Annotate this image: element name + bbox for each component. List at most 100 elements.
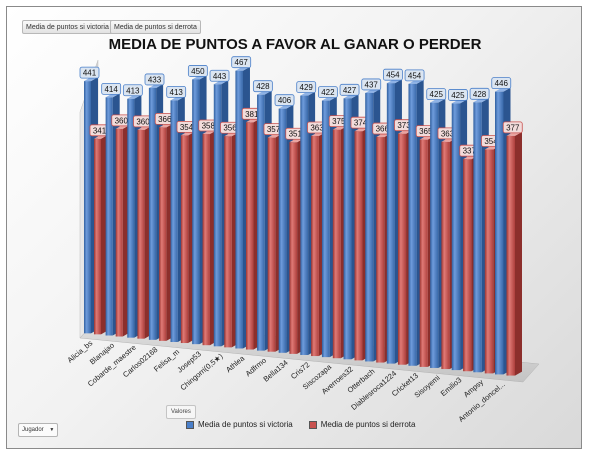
victoria-bar-10 xyxy=(300,95,309,355)
values-field-button[interactable]: Valores xyxy=(166,405,196,419)
victoria-data-label-0: 441 xyxy=(83,69,97,78)
victoria-label-box-19 xyxy=(491,77,512,90)
victoria-bar-1 xyxy=(105,97,113,336)
victoria-data-label-13: 437 xyxy=(365,80,379,89)
victoria-data-label-11: 422 xyxy=(321,88,335,97)
victoria-bar-13 xyxy=(365,92,374,362)
derrota-bar-8 xyxy=(267,137,276,352)
derrota-bar-1 xyxy=(115,128,123,337)
victoria-data-label-7: 467 xyxy=(235,58,249,67)
derrota-data-label-4: 354 xyxy=(180,123,194,132)
victoria-bar-0 xyxy=(84,81,91,334)
victoria-data-label-2: 413 xyxy=(126,86,140,95)
victoria-bar-6 xyxy=(213,84,222,347)
derrota-bar-7 xyxy=(245,122,254,350)
derrota-data-label-18: 354 xyxy=(484,137,498,146)
derrota-data-label-2: 360 xyxy=(136,117,150,126)
jugador-label: Jugador xyxy=(22,427,44,433)
victoria-bar-16 xyxy=(430,102,439,368)
derrota-bar-11 xyxy=(332,129,341,359)
victoria-label-box-7 xyxy=(231,56,252,69)
derrota-data-label-16: 363 xyxy=(441,129,455,138)
victoria-label-box-12 xyxy=(339,83,360,96)
derrota-data-label-13: 366 xyxy=(376,125,390,134)
victoria-label-box-2 xyxy=(122,84,143,97)
victoria-bar-9 xyxy=(278,108,287,353)
victoria-label-box-10 xyxy=(296,81,317,93)
victoria-bar-4 xyxy=(170,100,178,342)
derrota-data-label-0: 341 xyxy=(93,126,107,135)
victoria-bar-12 xyxy=(343,98,352,360)
derrota-bar-9 xyxy=(289,142,298,354)
derrota-data-label-15: 365 xyxy=(419,127,433,136)
victoria-label-box-18 xyxy=(469,87,490,100)
victoria-data-label-5: 450 xyxy=(191,67,205,76)
derrota-bar-side-19 xyxy=(515,131,522,376)
victoria-bar-11 xyxy=(321,100,330,358)
derrota-label-box-19 xyxy=(502,121,523,134)
victoria-bar-17 xyxy=(451,103,461,371)
victoria-label-box-1 xyxy=(101,82,122,95)
victoria-label-box-14 xyxy=(382,68,403,81)
victoria-bar-8 xyxy=(257,94,265,351)
victoria-label-box-4 xyxy=(166,85,187,98)
derrota-data-label-3: 366 xyxy=(158,115,172,124)
category-label-17: Emilio3 xyxy=(439,375,464,398)
victoria-data-label-19: 446 xyxy=(495,79,509,88)
victoria-data-label-6: 443 xyxy=(213,72,227,81)
victoria-label-box-0 xyxy=(79,66,100,79)
category-label-6: Chingorri(0,5★) xyxy=(178,351,224,392)
victoria-bar-18 xyxy=(473,102,482,373)
derrota-data-label-9: 351 xyxy=(289,130,303,139)
victoria-label-box-11 xyxy=(317,86,338,99)
derrota-bar-15 xyxy=(419,139,428,367)
victoria-label-box-9 xyxy=(274,94,295,107)
derrota-bar-12 xyxy=(354,131,363,361)
victoria-data-label-4: 413 xyxy=(170,88,184,97)
victoria-label-box-8 xyxy=(252,80,273,93)
derrota-bar-6 xyxy=(224,136,232,348)
derrota-data-label-19: 377 xyxy=(506,123,520,132)
legend-swatch-derrota xyxy=(308,420,317,429)
victoria-label-box-13 xyxy=(361,78,382,91)
victoria-data-label-8: 428 xyxy=(256,82,270,91)
legend-label-derrota: Media de puntos si derrota xyxy=(320,420,416,429)
victoria-bar-15 xyxy=(408,83,417,366)
victoria-data-label-12: 427 xyxy=(343,86,357,95)
jugador-filter-button[interactable]: Jugador ▼ xyxy=(18,423,59,437)
derrota-data-label-8: 357 xyxy=(267,125,281,134)
derrota-bar-14 xyxy=(397,133,407,365)
chart-legend: Media de puntos si victoria Media de pun… xyxy=(186,420,415,429)
derrota-data-label-12: 374 xyxy=(354,119,368,128)
derrota-bar-3 xyxy=(159,127,167,341)
derrota-data-label-5: 358 xyxy=(202,122,216,131)
victoria-data-label-1: 414 xyxy=(104,85,118,94)
derrota-data-label-10: 363 xyxy=(310,123,324,132)
derrota-data-label-17: 337 xyxy=(463,147,477,156)
victoria-bar-7 xyxy=(235,70,243,349)
victoria-data-label-15: 454 xyxy=(408,71,422,80)
filter-tab-derrota[interactable]: Media de puntos si derrota xyxy=(110,20,201,34)
derrota-bar-16 xyxy=(441,141,450,370)
victoria-data-label-9: 406 xyxy=(278,96,292,105)
victoria-data-label-17: 425 xyxy=(451,91,465,100)
victoria-bar-3 xyxy=(148,87,157,340)
victoria-bar-19 xyxy=(495,91,504,375)
derrota-bar-5 xyxy=(202,134,210,346)
legend-swatch-victoria xyxy=(186,420,194,429)
victoria-data-label-3: 433 xyxy=(148,75,162,84)
victoria-bar-14 xyxy=(386,83,395,364)
derrota-bar-2 xyxy=(137,129,145,339)
victoria-label-box-5 xyxy=(187,65,208,77)
derrota-bar-10 xyxy=(311,135,319,357)
victoria-label-box-16 xyxy=(426,88,447,101)
dropdown-arrow-icon: ▼ xyxy=(49,427,55,433)
victoria-label-box-15 xyxy=(404,69,425,82)
derrota-data-label-14: 373 xyxy=(397,121,411,130)
victoria-bar-5 xyxy=(192,79,200,345)
victoria-data-label-16: 425 xyxy=(430,90,444,99)
derrota-data-label-1: 360 xyxy=(115,116,129,125)
derrota-bar-17 xyxy=(463,159,472,372)
victoria-data-label-14: 454 xyxy=(386,71,400,80)
